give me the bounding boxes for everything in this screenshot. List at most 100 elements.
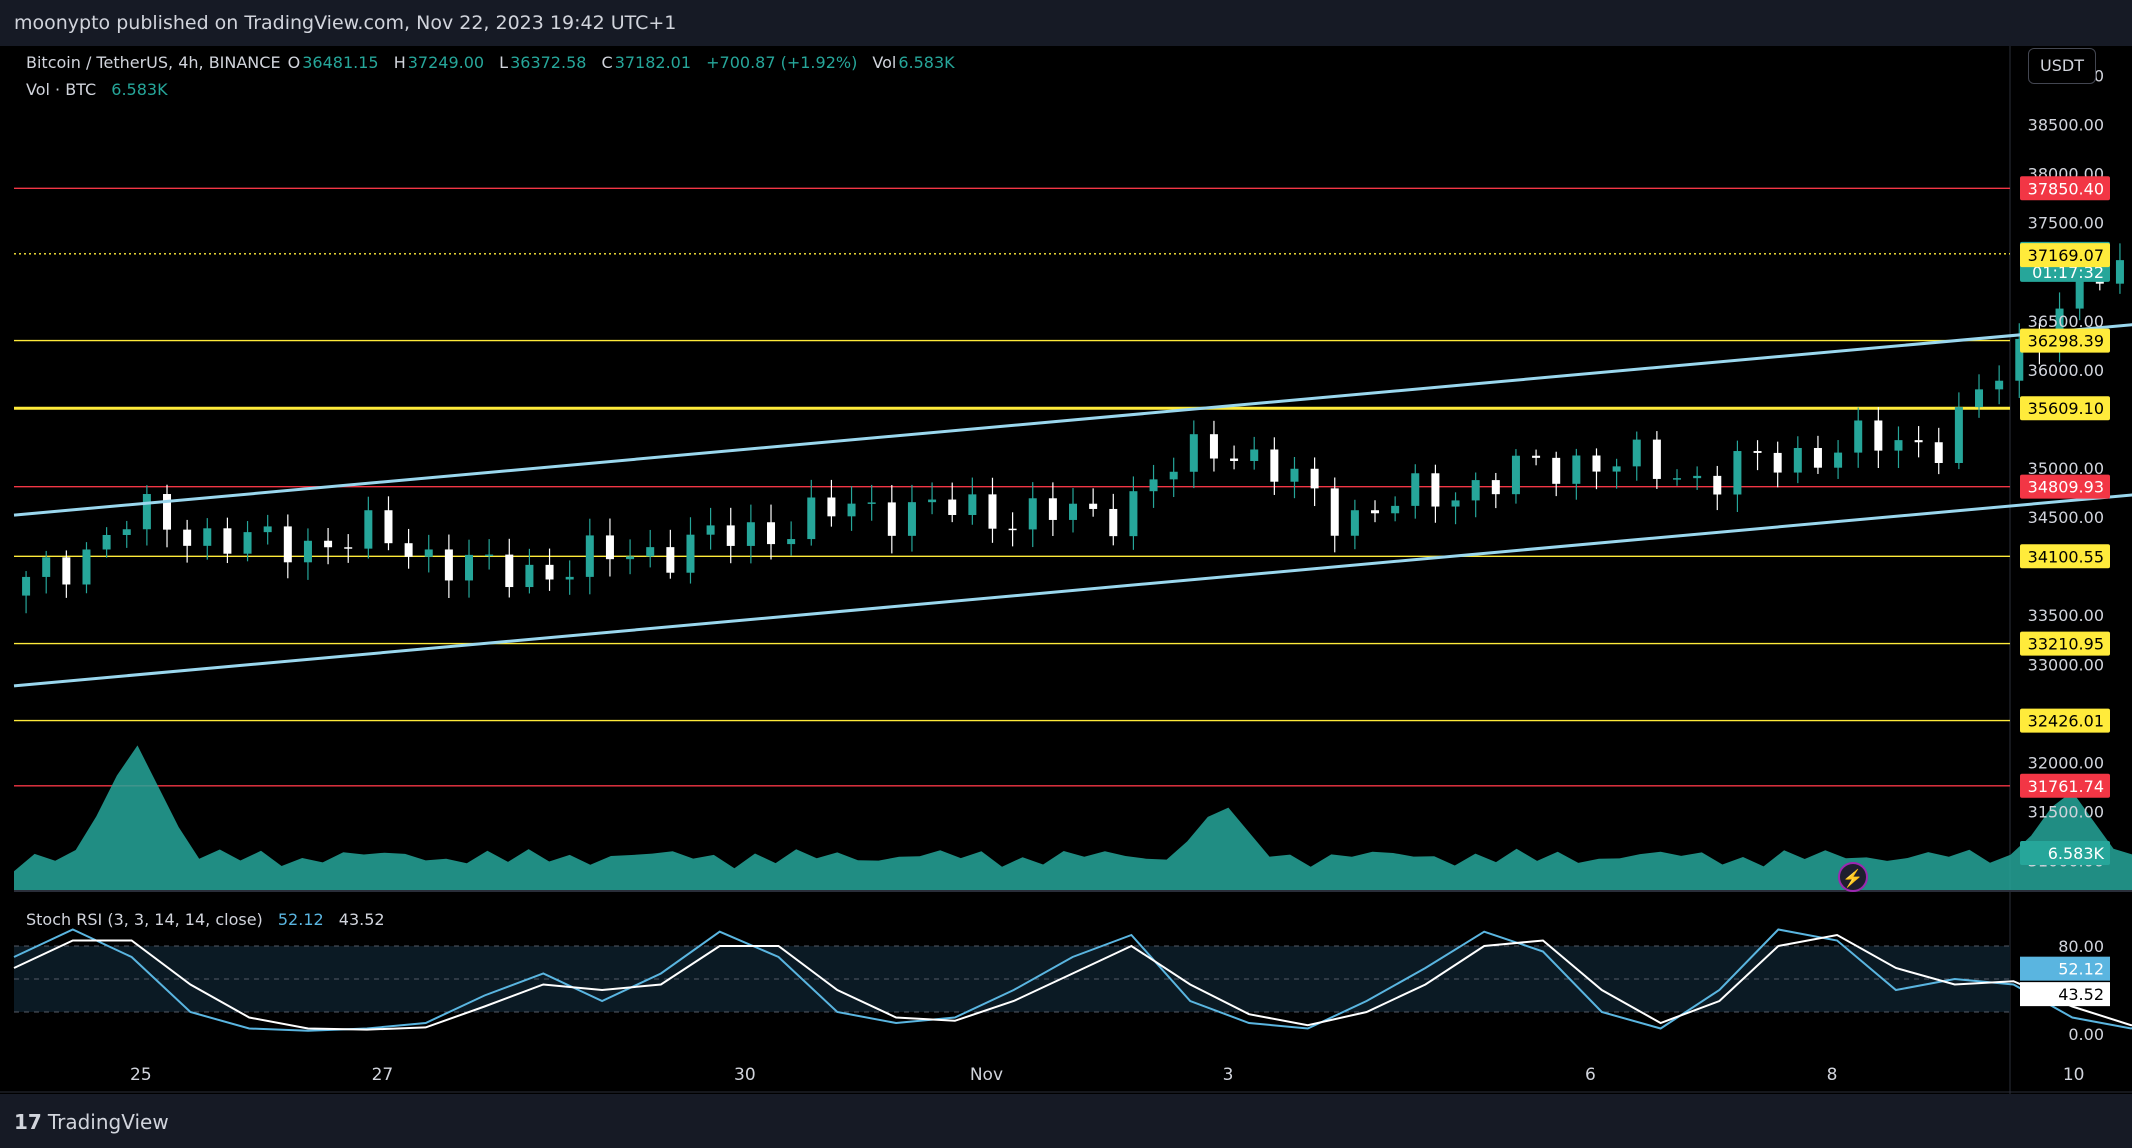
candle-body [807,497,816,540]
ohlc-legend: Bitcoin / TetherUS, 4h, BINANCE O 36481.1… [26,53,965,72]
chart-background [0,46,2132,1094]
candle-body [787,539,796,545]
publisher-bar: moonypto published on TradingView.com, N… [0,0,2132,46]
candle-body [1854,420,1863,453]
price-tick: 36500.00 [2028,312,2104,331]
candle-body [2115,260,2124,284]
channel-line [13,493,2132,688]
price-tick: 35000.00 [2028,459,2104,478]
candle-body [1290,468,1299,482]
price-tick: 34500.00 [2028,508,2104,527]
price-label-text: 33210.95 [2028,635,2104,654]
candle-body [1934,442,1943,463]
candle-body [1511,455,1520,495]
symbol-label: Bitcoin / TetherUS, 4h, BINANCE [26,53,281,72]
candle-body [1250,449,1259,462]
price-label-badge [2020,176,2110,201]
candle-body [243,532,252,554]
candle-body [1612,466,1621,472]
footer-bar: 𝟭𝟳 TradingView [0,1094,2132,1148]
lightning-icon[interactable]: ⚡ [1838,862,1868,892]
candle-body [1048,498,1057,520]
candle-body [303,540,312,563]
candle-body [746,522,755,546]
candle-body [726,525,735,546]
candle-body [1008,528,1017,531]
candle-body [1693,475,1702,479]
currency-button[interactable]: USDT [2028,48,2096,84]
candle-body [1793,447,1802,473]
candle-body [1350,510,1359,536]
candle-body [968,494,977,515]
candle-body [1592,455,1601,472]
price-label-text: 31761.74 [2028,777,2104,796]
open-label: O [287,53,301,72]
price-label-text: 35609.10 [2028,399,2104,418]
candle-body [1109,508,1118,537]
price-tick: 32000.00 [2028,753,2104,772]
price-tick: 33500.00 [2028,606,2104,625]
candle-body [646,547,655,557]
price-label-text: 36298.39 [2028,332,2104,351]
candle-body [1149,479,1158,492]
volume-series-label: Vol · BTC [26,80,97,99]
tv-logo-icon: 𝟭𝟳 [14,1110,42,1134]
volume-legend: Vol · BTC 6.583K [26,80,178,99]
candle-body [1914,440,1923,443]
time-tick: 30 [734,1065,756,1085]
candle-body [283,526,292,563]
close-value: 37182.01 [614,53,692,72]
candle-body [887,502,896,536]
stoch-d-line [13,933,2132,1031]
stoch-value-badge [2020,982,2110,1007]
candle-body [525,564,534,588]
candle-body [102,534,111,550]
stoch-value-text: 43.52 [2058,985,2104,1004]
high-label: H [393,53,406,72]
tradingview-logo[interactable]: 𝟭𝟳 TradingView [14,1110,169,1134]
candle-body [605,535,614,560]
candle-body [1813,447,1822,468]
candle-body [1894,440,1903,451]
candle-body [1089,503,1098,509]
candle-body [626,556,635,560]
candle-body [42,557,51,577]
candle-body [867,502,876,504]
candle-body [444,549,453,581]
candle-body [1209,434,1218,459]
price-label-text: 32426.01 [2028,712,2104,731]
candle-body [1954,407,1963,463]
candle-body [585,535,594,577]
candle-body [686,534,695,573]
candle-body [384,510,393,544]
candle-body [1975,389,1984,408]
candle-body [1310,468,1319,489]
candle-body [1391,505,1400,514]
candle-body [142,494,151,530]
candle-body [1431,473,1440,507]
stoch-value-text: 52.12 [2058,960,2104,979]
volume-series-value: 6.583K [111,80,168,99]
candle-body [1069,503,1078,520]
candle-body [465,554,474,581]
candle-body [183,529,192,546]
candle-body [122,529,131,535]
price-label-badge [2020,474,2110,499]
vol-value: 6.583K [898,53,955,72]
price-tick: 38500.00 [2028,116,2104,135]
candle-body [505,554,514,588]
candle-body [545,564,554,580]
time-tick: 25 [130,1065,152,1085]
brand-name: TradingView [47,1110,169,1134]
candle-body [1129,491,1138,537]
time-tick: 8 [1827,1065,1838,1085]
candle-body [203,528,212,546]
price-tick: 36000.00 [2028,361,2104,380]
change-value: +700.87 (+1.92%) [706,53,858,72]
candle-body [1411,473,1420,506]
candle-body [1713,475,1722,495]
stoch-d-value: 43.52 [338,910,385,929]
candle-body [988,494,997,529]
low-label: L [499,53,509,72]
